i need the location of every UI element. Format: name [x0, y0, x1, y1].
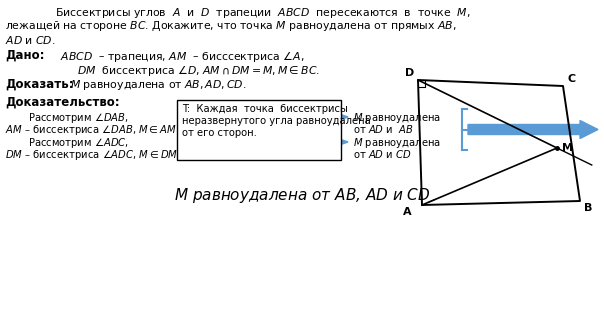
FancyBboxPatch shape	[177, 100, 341, 160]
Text: $DM$ – биссектриса $\angle ADC$, $M \in DM$: $DM$ – биссектриса $\angle ADC$, $M \in …	[5, 148, 178, 162]
Text: Биссектрисы углов  $A$  и  $D$  трапеции  $ABCD$  пересекаются  в  точке  $M$,: Биссектрисы углов $A$ и $D$ трапеции $AB…	[55, 6, 471, 20]
Polygon shape	[178, 138, 348, 145]
Polygon shape	[468, 121, 598, 138]
Text: $M$ равноудалена: $M$ равноудалена	[353, 136, 441, 150]
Text: $M$ равноудалена от $AB, AD, CD$.: $M$ равноудалена от $AB, AD, CD$.	[70, 78, 246, 92]
Text: C: C	[567, 74, 575, 84]
Text: от его сторон.: от его сторон.	[182, 128, 257, 138]
Text: Доказательство:: Доказательство:	[5, 96, 120, 109]
Text: $DM$  биссектриса $\angle D$, $AM \cap DM = M, M \in BC$.: $DM$ биссектриса $\angle D$, $AM \cap DM…	[60, 63, 320, 78]
Text: Рассмотрим $\angle ADC$,: Рассмотрим $\angle ADC$,	[28, 136, 129, 150]
Text: $M$ равноудалена: $M$ равноудалена	[353, 111, 441, 125]
Text: от $AD$ и  $AB$: от $AD$ и $AB$	[353, 123, 414, 135]
Text: $ABCD$  – трапеция, $AM$  – бисссектриса $\angle A$,: $ABCD$ – трапеция, $AM$ – бисссектриса $…	[60, 49, 304, 64]
Text: Рассмотрим $\angle DAB$,: Рассмотрим $\angle DAB$,	[28, 111, 129, 125]
Text: M: M	[562, 143, 573, 153]
Text: T:  Каждая  точка  биссектрисы: T: Каждая точка биссектрисы	[182, 104, 348, 114]
Text: неразвернутого угла равноудалена: неразвернутого угла равноудалена	[182, 116, 371, 126]
Text: D: D	[405, 68, 414, 78]
Text: $AD$ и $CD$.: $AD$ и $CD$.	[5, 34, 56, 46]
Text: от $AD$ и $CD$: от $AD$ и $CD$	[353, 148, 412, 160]
Text: $M$ равноудалена от $AB$, $AD$ и $CD$: $M$ равноудалена от $AB$, $AD$ и $CD$	[174, 186, 430, 205]
Text: A: A	[403, 207, 412, 217]
Polygon shape	[178, 113, 348, 121]
Text: B: B	[584, 203, 593, 213]
Text: лежащей на стороне $BC$. Докажите, что точка $M$ равноудалена от прямых $AB$,: лежащей на стороне $BC$. Докажите, что т…	[5, 20, 457, 33]
Text: Доказать:: Доказать:	[5, 78, 74, 91]
Text: $AM$ – биссектриса $\angle DAB$, $M \in AM$: $AM$ – биссектриса $\angle DAB$, $M \in …	[5, 123, 177, 137]
Text: Дано:: Дано:	[5, 49, 45, 62]
